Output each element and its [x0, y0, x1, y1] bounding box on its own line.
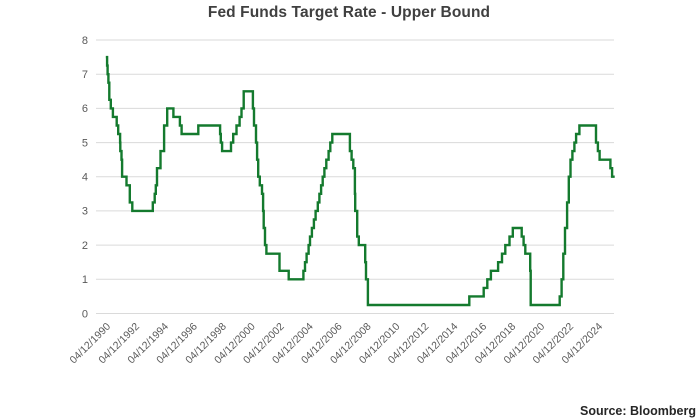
y-tick-label-5: 5: [82, 137, 88, 149]
y-tick-label-6: 6: [82, 103, 88, 115]
y-tick-label-7: 7: [82, 69, 88, 81]
y-tick-label-8: 8: [82, 35, 88, 47]
y-gridlines-and-labels: 0 1 2 3 4 5 6 7 8: [82, 35, 614, 320]
rate-series-line: [105, 55, 615, 307]
y-tick-label-0: 0: [82, 308, 88, 320]
y-tick-label-4: 4: [82, 172, 88, 184]
y-tick-label-2: 2: [82, 240, 88, 252]
x-axis-labels: 04/12/199004/12/199204/12/199404/12/1996…: [67, 321, 605, 367]
source-note: Source: Bloomberg: [580, 404, 696, 418]
y-tick-label-3: 3: [82, 206, 88, 218]
y-tick-label-1: 1: [82, 274, 88, 286]
chart-title: Fed Funds Target Rate - Upper Bound: [207, 4, 491, 21]
